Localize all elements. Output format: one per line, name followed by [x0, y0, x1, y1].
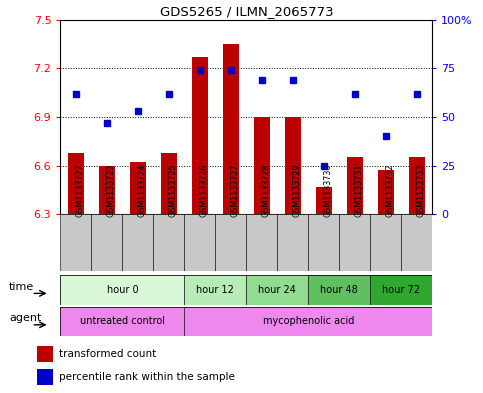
Text: GSM1133726: GSM1133726	[200, 163, 209, 217]
Text: hour 72: hour 72	[382, 285, 420, 295]
Bar	[154, 214, 185, 271]
Text: GSM1133723: GSM1133723	[107, 163, 116, 217]
Text: GSM1133722: GSM1133722	[76, 163, 85, 217]
Text: GSM1133727: GSM1133727	[231, 163, 240, 217]
Bar	[246, 275, 308, 305]
Text: transformed count: transformed count	[59, 349, 156, 359]
Bar	[215, 214, 246, 271]
Text: mycophenolic acid: mycophenolic acid	[263, 316, 354, 326]
Text: GSM1133725: GSM1133725	[169, 163, 178, 217]
Bar	[91, 214, 122, 271]
Text: GSM1133724: GSM1133724	[138, 163, 147, 217]
Bar	[277, 214, 308, 271]
Title: GDS5265 / ILMN_2065773: GDS5265 / ILMN_2065773	[159, 6, 333, 18]
Text: GSM1133732: GSM1133732	[386, 163, 395, 217]
Bar	[37, 346, 53, 362]
Bar	[370, 214, 401, 271]
Text: GSM1133730: GSM1133730	[324, 163, 333, 217]
Bar	[161, 152, 177, 214]
Bar	[60, 307, 185, 336]
Bar	[409, 158, 425, 214]
Bar	[122, 214, 154, 271]
Text: GSM1133733: GSM1133733	[417, 163, 426, 217]
Text: untreated control: untreated control	[80, 316, 165, 326]
Bar	[316, 187, 331, 214]
Bar	[60, 214, 91, 271]
Bar	[254, 117, 270, 214]
Bar	[60, 275, 185, 305]
Bar	[99, 165, 114, 214]
Bar	[370, 275, 432, 305]
Bar	[68, 152, 84, 214]
Bar	[130, 162, 145, 214]
Text: GSM1133729: GSM1133729	[293, 163, 302, 217]
Bar	[285, 117, 300, 214]
Bar	[185, 307, 432, 336]
Text: hour 48: hour 48	[320, 285, 358, 295]
Text: GSM1133731: GSM1133731	[355, 163, 364, 217]
Text: hour 24: hour 24	[258, 285, 296, 295]
Bar	[378, 171, 394, 214]
Bar	[185, 214, 215, 271]
Bar	[347, 158, 363, 214]
Bar	[246, 214, 277, 271]
Bar	[308, 275, 370, 305]
Bar	[223, 44, 239, 214]
Text: percentile rank within the sample: percentile rank within the sample	[59, 372, 235, 382]
Text: GSM1133728: GSM1133728	[262, 163, 271, 217]
Bar	[37, 369, 53, 385]
Bar	[192, 57, 208, 214]
Bar	[308, 214, 339, 271]
Text: time: time	[9, 282, 34, 292]
Text: hour 0: hour 0	[107, 285, 138, 295]
Bar	[185, 275, 246, 305]
Text: agent: agent	[9, 313, 42, 323]
Bar	[401, 214, 432, 271]
Text: hour 12: hour 12	[197, 285, 234, 295]
Bar	[339, 214, 370, 271]
